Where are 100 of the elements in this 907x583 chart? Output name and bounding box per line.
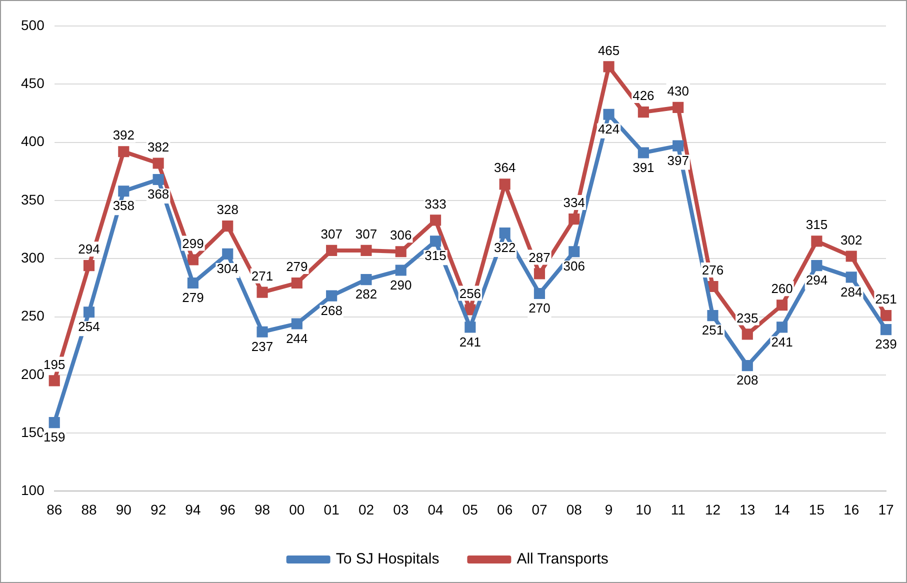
point (638, 147, 649, 158)
point (776, 322, 788, 333)
data-label: 254 (78, 319, 100, 334)
point (152, 174, 164, 186)
y-tick-label: 150 (21, 424, 45, 440)
data-label: 276 (702, 262, 724, 278)
data-label: 294 (806, 272, 828, 288)
x-tick-label: 08 (566, 501, 582, 518)
point (707, 310, 718, 322)
point (360, 244, 372, 256)
data-label: 299 (182, 236, 204, 251)
data-label: 241 (459, 334, 482, 350)
legend-label: To SJ Hospitals (336, 550, 440, 568)
point (118, 186, 130, 197)
point (603, 108, 614, 120)
data-label: 322 (494, 240, 516, 256)
point (742, 328, 753, 340)
x-tick-label: 14 (774, 501, 790, 518)
y-tick-label: 300 (21, 249, 45, 266)
point (430, 214, 442, 226)
x-tick-label: 07 (532, 501, 548, 518)
point (534, 288, 546, 300)
point (395, 246, 406, 258)
x-tick-label: 00 (289, 501, 305, 518)
data-label: 239 (875, 336, 897, 352)
y-tick-label: 450 (21, 75, 45, 92)
data-label: 364 (494, 160, 516, 176)
point (811, 260, 822, 272)
data-label: 382 (147, 139, 170, 154)
x-tick-label: 01 (324, 501, 340, 518)
x-tick-label: 13 (740, 501, 756, 518)
point (48, 375, 60, 386)
data-label: 235 (736, 310, 758, 326)
data-label: 430 (667, 83, 689, 98)
point (811, 236, 822, 247)
x-tick-label: 06 (497, 501, 513, 518)
data-label: 284 (840, 284, 862, 300)
data-label: 270 (528, 300, 550, 316)
data-label: 256 (459, 286, 482, 301)
data-label: 368 (147, 186, 170, 202)
point (499, 178, 510, 190)
x-tick-label: 16 (844, 501, 860, 518)
x-tick-label: 04 (428, 501, 444, 518)
y-tick-label: 500 (21, 16, 45, 33)
data-label: 392 (112, 128, 135, 143)
data-label: 424 (598, 121, 620, 136)
data-label: 315 (424, 248, 446, 264)
point (846, 250, 857, 262)
point (534, 268, 546, 280)
point (187, 254, 198, 266)
point (499, 227, 510, 239)
data-label: 251 (702, 322, 724, 338)
data-label: 307 (320, 226, 342, 242)
point (880, 310, 892, 322)
point (707, 280, 718, 292)
point (430, 236, 442, 247)
point (603, 61, 614, 72)
data-label: 302 (840, 232, 862, 248)
data-label: 306 (390, 228, 412, 243)
point (464, 322, 476, 333)
point (846, 272, 857, 283)
data-label: 279 (182, 290, 204, 306)
data-label: 241 (771, 334, 793, 350)
point (464, 304, 476, 316)
x-tick-label: 90 (116, 501, 132, 518)
x-tick-label: 98 (254, 501, 270, 518)
data-label: 237 (251, 338, 274, 354)
point (326, 290, 338, 302)
x-tick-label: 92 (150, 501, 166, 518)
y-tick-label: 400 (21, 133, 45, 150)
x-tick-label: 02 (358, 501, 374, 518)
y-tick-label: 350 (21, 191, 45, 208)
data-label: 294 (78, 242, 100, 257)
point (742, 360, 753, 372)
data-label: 260 (771, 281, 793, 296)
point (776, 300, 788, 311)
x-tick-label: 96 (220, 501, 236, 518)
data-label: 287 (528, 250, 550, 265)
data-label: 159 (44, 430, 66, 445)
x-tick-label: 05 (462, 501, 478, 518)
point (222, 220, 234, 232)
x-tick-label: 88 (81, 501, 98, 518)
data-label: 208 (736, 372, 758, 388)
x-tick-label: 10 (636, 501, 652, 518)
point (48, 417, 60, 428)
point (638, 106, 649, 118)
data-label: 271 (251, 268, 274, 284)
point (326, 244, 338, 256)
data-label: 391 (632, 160, 654, 175)
y-tick-label: 250 (21, 308, 45, 324)
point (880, 324, 892, 336)
legend-label: All Transports (516, 550, 608, 568)
y-tick-label: 100 (21, 482, 45, 498)
data-label: 251 (875, 292, 897, 307)
point (568, 214, 580, 225)
point (187, 277, 198, 289)
data-label: 397 (667, 152, 689, 168)
x-tick-label: 11 (670, 501, 686, 518)
data-label: 195 (44, 356, 66, 372)
x-tick-label: 12 (704, 501, 721, 518)
